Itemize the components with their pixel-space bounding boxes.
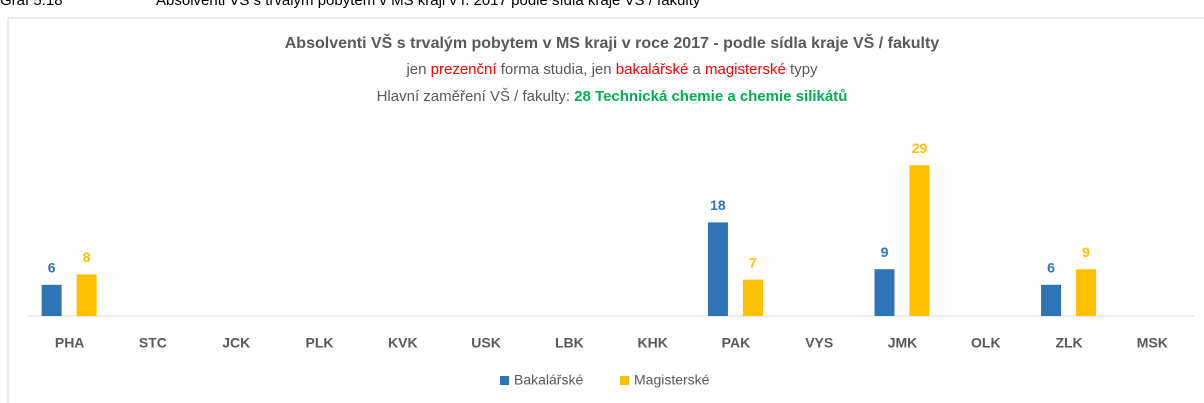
x-tick-label: PHA	[55, 335, 85, 351]
bar	[76, 274, 97, 316]
bar	[707, 222, 728, 316]
value-label: 9	[881, 244, 889, 260]
legend-swatch	[620, 376, 629, 385]
x-tick-label: PLK	[306, 335, 334, 351]
legend-label: Bakalářské	[514, 372, 583, 388]
subtitle-part: jen	[405, 61, 426, 78]
legend-swatch	[500, 376, 509, 385]
bar	[874, 269, 895, 316]
value-label: 18	[710, 197, 726, 213]
bar	[41, 284, 62, 316]
x-tick-label: PAK	[722, 335, 751, 351]
figure-label: Graf 5.18	[0, 0, 63, 9]
subtitle-part: forma studia, jen	[501, 61, 612, 78]
legend-label: Magisterské	[634, 372, 710, 388]
value-label: 8	[83, 249, 91, 265]
value-label: 9	[1082, 244, 1090, 260]
bar	[742, 279, 763, 316]
bar	[1076, 269, 1097, 316]
x-tick-label: STC	[139, 335, 167, 351]
value-label: 6	[1047, 260, 1055, 276]
value-label: 29	[912, 140, 928, 156]
x-tick-label: LBK	[555, 335, 584, 351]
subtitle2-part: 28 Technická chemie a chemie silikátů	[574, 88, 847, 105]
x-tick-label: OLK	[971, 335, 1001, 351]
x-tick-label: KHK	[637, 335, 667, 351]
x-tick-label: ZLK	[1055, 335, 1082, 351]
x-tick-label: JCK	[222, 335, 250, 351]
subtitle-part: bakalářské	[616, 61, 689, 78]
bar	[1041, 284, 1062, 316]
subtitle2-part: Hlavní zaměření VŠ / fakulty:	[377, 88, 570, 105]
bar	[909, 165, 930, 316]
x-tick-label: USK	[471, 335, 501, 351]
subtitle-part: prezenční	[431, 61, 498, 78]
subtitle2: Hlavní zaměření VŠ / fakulty: 28 Technic…	[377, 88, 848, 105]
x-tick-label: KVK	[388, 335, 418, 351]
value-label: 6	[48, 260, 56, 276]
figure-caption: Absolventi VŠ s trvalým pobytem v MS kra…	[156, 0, 701, 9]
x-tick-label: JMK	[888, 335, 918, 351]
subtitle-part: a	[692, 61, 701, 78]
subtitle: jen prezenční forma studia, jen bakalářs…	[405, 61, 818, 78]
x-tick-label: MSK	[1137, 335, 1168, 351]
subtitle-part: magisterské	[705, 61, 786, 78]
x-tick-label: VYS	[805, 335, 833, 351]
subtitle-part: typy	[790, 61, 818, 78]
chart-title: Absolventi VŠ s trvalým pobytem v MS kra…	[285, 33, 940, 52]
value-label: 7	[749, 254, 757, 270]
